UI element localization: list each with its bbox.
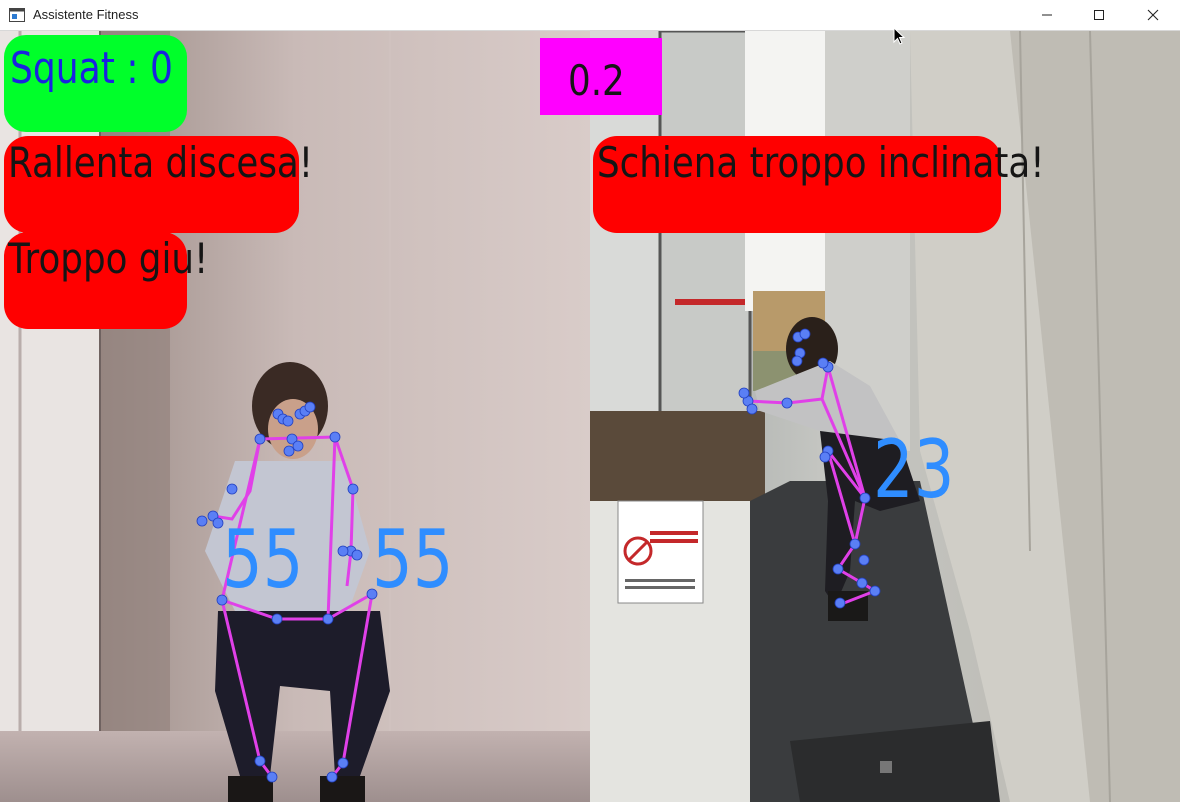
minimize-button[interactable] — [1024, 0, 1070, 30]
feedback-text: Troppo giu! — [8, 234, 209, 283]
feedback-alert: Rallenta discesa! — [4, 136, 313, 233]
maximize-icon — [1094, 10, 1104, 20]
feedback-alert: Schiena troppo inclinata! — [593, 136, 1045, 233]
right-arm-angle: 55 — [372, 513, 454, 606]
knee-angle: 23 — [873, 423, 955, 516]
timer-badge: 0.2 — [540, 38, 662, 115]
timer-value: 0.2 — [568, 56, 625, 105]
title-bar: Assistente Fitness — [0, 0, 1180, 31]
minimize-icon — [1042, 14, 1052, 16]
mouse-cursor-icon — [893, 27, 906, 45]
feedback-text: Schiena troppo inclinata! — [597, 138, 1045, 187]
feedback-text: Rallenta discesa! — [8, 138, 314, 187]
squat-counter-badge: Squat : 0 — [4, 35, 187, 132]
app-window-icon — [9, 8, 25, 22]
left-arm-angle: 55 — [222, 513, 304, 606]
close-icon — [1147, 9, 1159, 21]
feedback-alert: Troppo giu! — [4, 232, 208, 329]
close-button[interactable] — [1130, 0, 1176, 30]
squat-counter: Squat : 0 — [10, 43, 173, 94]
window-title: Assistente Fitness — [33, 7, 139, 22]
maximize-button[interactable] — [1076, 0, 1122, 30]
